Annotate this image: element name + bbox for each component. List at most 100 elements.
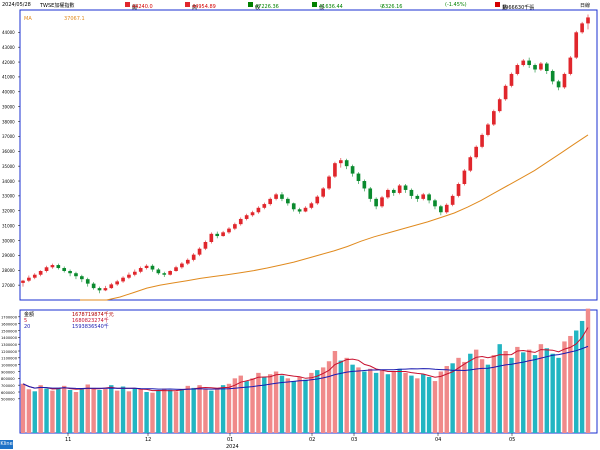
candle-body bbox=[80, 276, 84, 280]
period-label: 日線 bbox=[580, 3, 591, 9]
price-tick-label: 44000 bbox=[2, 30, 15, 35]
volume-bar bbox=[173, 391, 179, 433]
candle-body bbox=[539, 63, 543, 70]
candle-body bbox=[244, 215, 249, 219]
volume-bar bbox=[579, 320, 585, 433]
x-tick-label: 11 bbox=[65, 437, 71, 443]
volume-bar bbox=[479, 359, 485, 433]
year-label: 2024 bbox=[226, 444, 239, 450]
candle-body bbox=[309, 203, 314, 208]
price-tick-label: 37000 bbox=[2, 134, 15, 139]
chart-type-tab[interactable]: Kline bbox=[0, 440, 13, 449]
volume-bar bbox=[273, 371, 279, 433]
volume-bar bbox=[185, 385, 190, 433]
candle-body bbox=[492, 111, 496, 125]
candle-body bbox=[374, 198, 378, 207]
volume-bar bbox=[44, 388, 49, 433]
volume-tick-label: 1600000 bbox=[1, 322, 18, 326]
candle-body bbox=[568, 57, 573, 74]
volume-bar bbox=[338, 360, 344, 433]
volume-tick-label: 700000 bbox=[1, 384, 15, 388]
volume-bar bbox=[226, 383, 232, 433]
volume-bar bbox=[362, 371, 367, 433]
candle-body bbox=[450, 195, 455, 205]
price-tick-label: 36000 bbox=[2, 149, 15, 154]
open-label: 開 bbox=[132, 5, 138, 11]
volume-bar bbox=[526, 349, 532, 433]
volume-bar bbox=[344, 357, 349, 433]
volume-bar bbox=[162, 388, 167, 433]
volume-swatch-icon bbox=[495, 2, 500, 7]
candle-body bbox=[162, 273, 167, 275]
candle-body bbox=[97, 288, 102, 291]
volume-legend-value-3: 1593836540千 bbox=[72, 323, 109, 330]
low-label: 低 bbox=[319, 5, 325, 11]
volume-bar bbox=[438, 371, 444, 433]
volume-bar bbox=[285, 378, 291, 433]
candle-body bbox=[362, 181, 367, 189]
candle-body bbox=[391, 189, 396, 193]
candle-body bbox=[356, 173, 361, 182]
volume-bar bbox=[379, 370, 385, 433]
candle-body bbox=[515, 65, 520, 74]
volume-bar bbox=[521, 352, 526, 433]
volume-bar bbox=[297, 376, 302, 433]
x-tick-label: 04 bbox=[435, 437, 441, 443]
candle-body bbox=[203, 242, 208, 249]
volume-bar bbox=[73, 392, 79, 433]
volume-bar bbox=[574, 330, 579, 433]
volume-bar bbox=[79, 389, 85, 433]
volume-bar bbox=[109, 385, 114, 433]
volume-bar bbox=[309, 372, 314, 433]
candle-body bbox=[409, 189, 414, 196]
close-value: 47226.36 bbox=[255, 4, 279, 10]
volume-bar bbox=[138, 389, 143, 433]
volume-bar bbox=[103, 388, 108, 433]
volume-bar bbox=[350, 364, 355, 433]
candle-body bbox=[486, 124, 490, 135]
volume-bar bbox=[491, 355, 497, 433]
volume-bar bbox=[238, 375, 243, 433]
change-pct: (-1.45%) bbox=[445, 2, 467, 8]
candle-body bbox=[327, 176, 331, 189]
price-tick-label: 31000 bbox=[2, 223, 15, 228]
volume-legend-label-2: 5 bbox=[24, 318, 27, 324]
volume-label: 量 bbox=[502, 5, 508, 11]
volume-bar bbox=[179, 389, 185, 433]
volume-bar bbox=[144, 392, 149, 433]
candle-body bbox=[21, 280, 25, 283]
low-swatch-icon bbox=[312, 2, 317, 7]
candle-body bbox=[586, 17, 590, 24]
volume-bar bbox=[126, 391, 132, 433]
candle-body bbox=[291, 203, 296, 210]
candle-body bbox=[121, 277, 125, 282]
candle-body bbox=[286, 198, 290, 204]
candle-body bbox=[238, 218, 243, 225]
volume-quote: 量 1966630千張 bbox=[495, 2, 534, 11]
candle-body bbox=[197, 248, 202, 255]
candle-body bbox=[421, 194, 426, 199]
candle-body bbox=[439, 206, 443, 213]
volume-bar bbox=[409, 375, 414, 433]
volume-tick-label: 1000000 bbox=[1, 363, 18, 367]
candle-body bbox=[468, 157, 473, 171]
volume-tick-label: 1300000 bbox=[1, 343, 18, 347]
volume-bar bbox=[244, 381, 249, 433]
high-label: 高 bbox=[192, 5, 198, 11]
candle-body bbox=[497, 99, 502, 112]
candle-body bbox=[403, 185, 408, 190]
volume-bar bbox=[67, 389, 73, 433]
candle-body bbox=[380, 197, 384, 207]
price-tick-label: 43000 bbox=[2, 45, 15, 50]
volume-value: 1966630千張 bbox=[502, 5, 535, 11]
candle-body bbox=[74, 273, 78, 277]
price-panel-frame bbox=[19, 9, 598, 301]
candle-body bbox=[150, 265, 155, 270]
volume-bar bbox=[385, 374, 391, 433]
volume-bar bbox=[456, 357, 461, 433]
price-tick-label: 33000 bbox=[2, 194, 15, 199]
volume-bar bbox=[432, 381, 438, 433]
volume-tick-label: 1200000 bbox=[1, 350, 18, 354]
volume-legend-label-3: 20 bbox=[24, 324, 30, 330]
volume-bar bbox=[232, 378, 238, 433]
